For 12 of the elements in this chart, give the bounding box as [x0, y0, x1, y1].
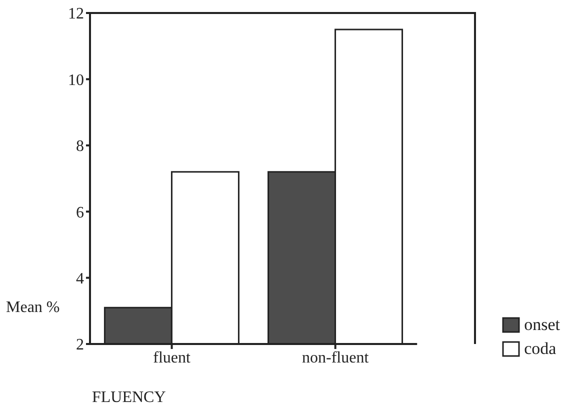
y-tick-label: 6	[76, 204, 84, 222]
y-tick-label: 2	[76, 336, 84, 354]
x-tick-label: non-fluent	[302, 349, 370, 366]
x-tick-label: fluent	[153, 349, 191, 366]
y-axis-title: Mean %	[6, 299, 60, 316]
legend-label: coda	[524, 339, 556, 359]
y-tick-label: 4	[76, 270, 84, 288]
y-tick-label: 8	[76, 138, 84, 156]
y-tick-label: 10	[68, 72, 84, 89]
x-axis-title: FLUENCY	[92, 389, 166, 406]
legend-label: onset	[524, 315, 560, 335]
y-tick-label: 12	[68, 6, 84, 23]
